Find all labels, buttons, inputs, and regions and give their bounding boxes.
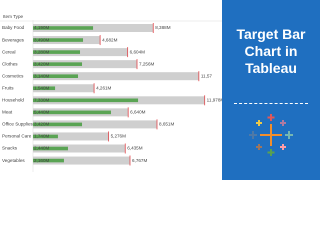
row-label: Snacks: [2, 146, 18, 151]
value-bar: [33, 38, 84, 42]
row-label: Baby Food: [2, 25, 25, 30]
target-label: 8,651M: [159, 122, 174, 127]
target-bar: [33, 144, 126, 153]
target-label: 6,604M: [130, 49, 145, 54]
row-label: Cosmetics: [2, 73, 24, 78]
target-label: 7,256M: [139, 61, 154, 66]
target-bar: [33, 60, 138, 69]
tableau-logo: [249, 114, 293, 156]
banner-title: Target Bar Chart in Tableau: [236, 26, 306, 76]
value-label: 7,330M: [34, 98, 49, 103]
screen: Item Type Baby Food 8,388M 4,190M Beverages…: [0, 0, 320, 180]
value-bar: [33, 110, 111, 115]
target-bar: [33, 156, 130, 165]
target-label: 8,388M: [155, 25, 170, 30]
target-bar: [33, 48, 128, 57]
row-label: Fruits: [2, 85, 14, 90]
row-label: Vegetables: [2, 158, 25, 163]
target-bar: [33, 24, 154, 32]
value-bar: [33, 50, 81, 54]
value-bar: [33, 62, 83, 66]
value-label: 5,440M: [34, 110, 49, 115]
value-label: 4,190M: [34, 25, 49, 30]
target-label: 11,57: [201, 73, 213, 78]
target-label: 4,682M: [102, 37, 117, 42]
logo: [249, 114, 293, 156]
value-bar: [33, 134, 58, 139]
row-label: Personal Care: [2, 134, 32, 139]
target-bar: [33, 120, 157, 129]
row-label: Household: [2, 98, 24, 103]
row-label: Office Supplies: [2, 122, 34, 127]
target-bar: [33, 84, 95, 93]
column-header: Item Type: [3, 14, 24, 19]
value-bar: [33, 122, 83, 127]
divider: [234, 103, 308, 104]
value-label: 2,160M: [34, 158, 49, 163]
value-bar: [33, 86, 56, 91]
row-label: Cereal: [2, 49, 16, 54]
banner: Target Bar Chart in Tableau: [222, 0, 320, 180]
value-bar: [33, 26, 94, 30]
target-label: 6,435M: [127, 146, 142, 151]
value-label: 3,140M: [34, 73, 49, 78]
value-label: 3,280M: [34, 49, 49, 54]
row-label: Meat: [2, 110, 13, 115]
value-label: 3,420M: [34, 122, 49, 127]
target-label: 6,767M: [132, 158, 147, 163]
value-bar: [33, 146, 68, 151]
target-label: 6,640M: [130, 110, 145, 115]
row-label: Clothes: [2, 61, 18, 66]
chart: Item Type Baby Food 8,388M 4,190M Beverages…: [0, 14, 222, 172]
row-label: Beverages: [2, 37, 25, 42]
value-label: 1,540M: [34, 85, 49, 90]
target-label: 5,276M: [111, 134, 126, 139]
target-bar: [33, 132, 109, 141]
value-bar: [33, 158, 64, 163]
target-label: 11,978M: [207, 98, 222, 103]
value-bar: [33, 98, 139, 103]
target-label: 4,261M: [96, 85, 111, 90]
target-bar: [33, 72, 199, 81]
value-label: 3,490M: [34, 37, 49, 42]
value-label: 1,740M: [34, 134, 49, 139]
value-label: 2,440M: [34, 146, 49, 151]
value-bar: [33, 74, 79, 78]
value-label: 3,420M: [34, 61, 49, 66]
